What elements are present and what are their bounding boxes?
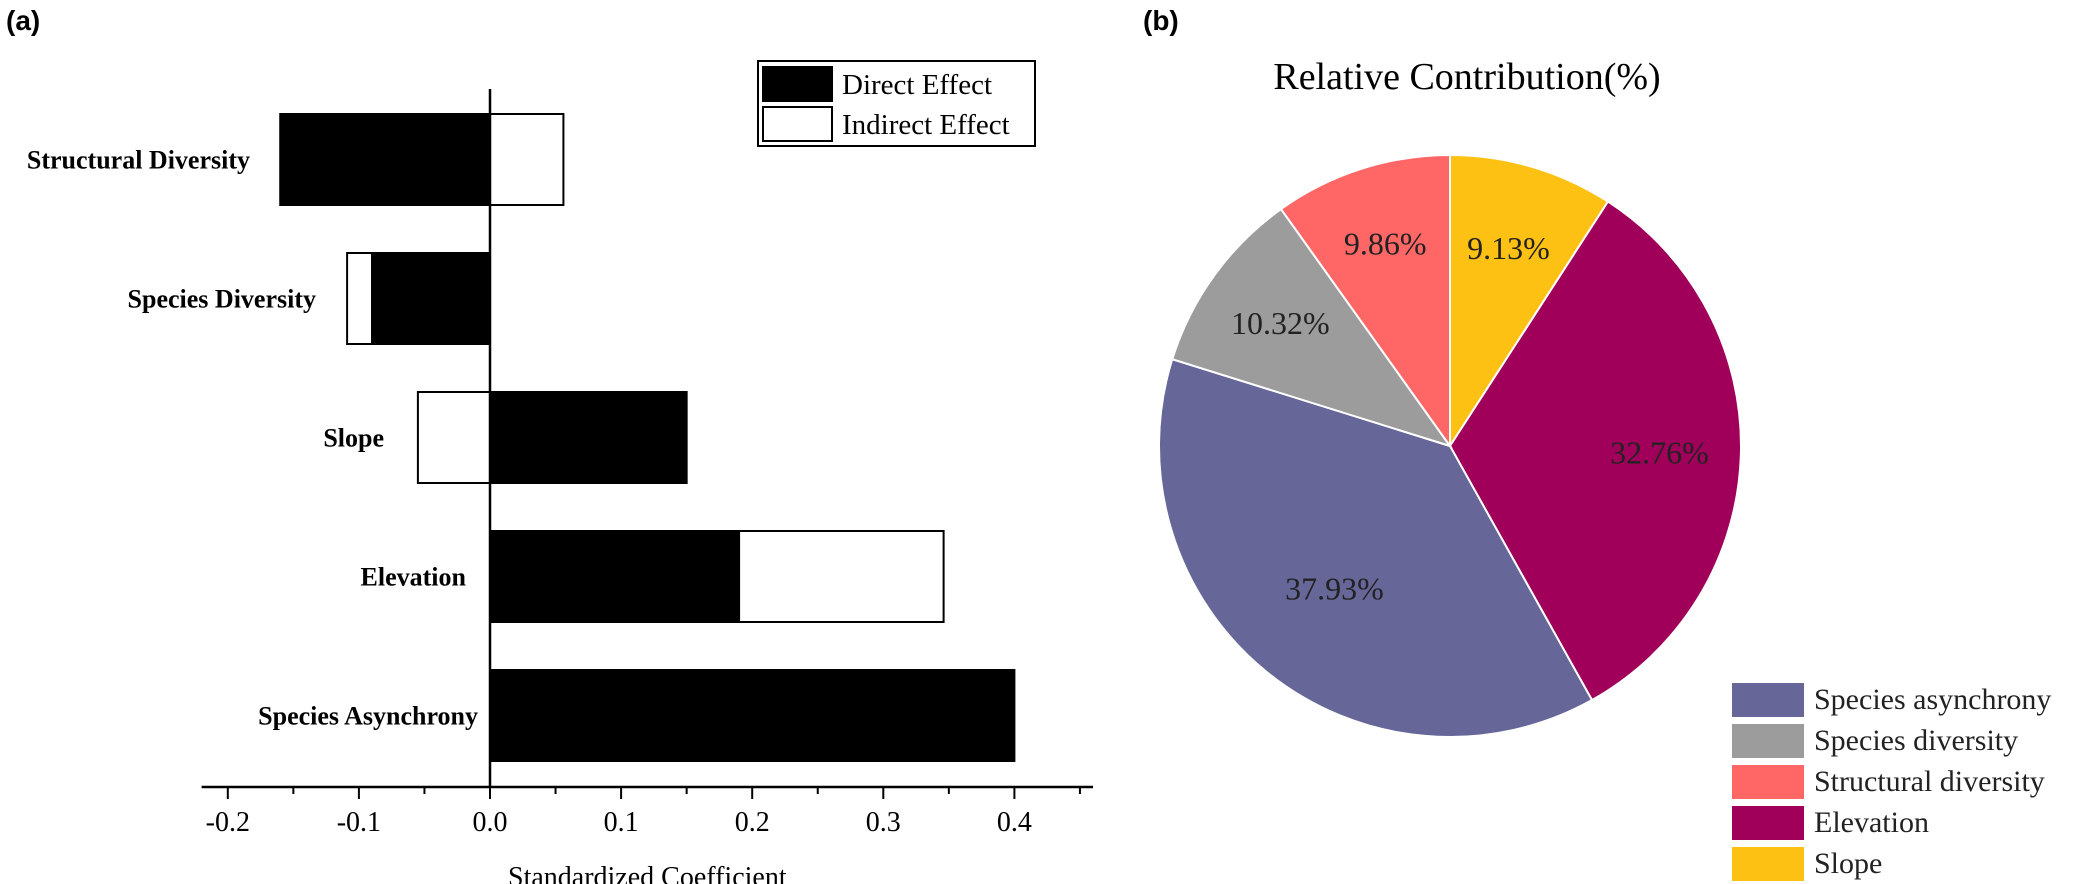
pie-legend: Species asynchrony Species diversity Struc… — [1732, 683, 2051, 881]
legend-swatch-direct — [762, 66, 833, 102]
pie-legend-label-species-diversity: Species diversity — [1814, 724, 2018, 757]
x-tick-label: 0.0 — [473, 807, 508, 838]
x-tick-label: -0.1 — [337, 807, 381, 838]
bar-direct-structural-diversity — [279, 113, 491, 206]
x-axis: -0.2 -0.1 0.0 0.1 0.2 0.3 0.4 — [201, 785, 1094, 838]
bar-indirect-species-diversity — [346, 252, 374, 345]
x-tick-label: 0.2 — [735, 807, 770, 838]
legend-swatch-indirect — [762, 106, 833, 142]
x-tick-label: -0.2 — [206, 807, 250, 838]
x-tick-label: 0.1 — [604, 807, 639, 838]
bar-direct-species-asynchrony — [489, 669, 1016, 762]
pie-label-species-diversity: 10.32% — [1231, 305, 1330, 341]
pie-label-structural-diversity: 9.86% — [1344, 226, 1427, 262]
pie-title: Relative Contribution(%) — [1273, 56, 1660, 98]
x-axis-title: Standardized Coefficient — [508, 862, 787, 884]
panel-label-a: (a) — [6, 5, 40, 36]
category-label-structural-diversity: Structural Diversity — [27, 146, 250, 175]
bar-legend: Direct Effect Indirect Effect — [757, 60, 1036, 147]
pie-legend-swatch-structural-diversity — [1732, 765, 1804, 799]
bar-indirect-structural-diversity — [489, 113, 565, 206]
pie-chart: Relative Contribution(%) 9.13% 32.76% 37.9… — [1158, 56, 2051, 881]
category-label-species-asynchrony: Species Asynchrony — [258, 702, 478, 731]
pie-legend-label-slope: Slope — [1814, 847, 1882, 880]
pie-legend-label-elevation: Elevation — [1814, 806, 1929, 839]
pie-slices — [1158, 153, 1742, 738]
bar-direct-species-diversity — [371, 252, 492, 345]
pie-legend-swatch-species-diversity — [1732, 724, 1804, 758]
bar-direct-elevation — [489, 530, 741, 623]
pie-slice-species-diversity — [1170, 207, 1453, 448]
x-tick-label: 0.4 — [997, 807, 1032, 838]
pie-slice-structural-diversity — [1279, 153, 1451, 450]
bar-series-group — [279, 113, 1016, 762]
pie-slice-slope — [1449, 153, 1610, 450]
category-label-slope: Slope — [323, 424, 384, 453]
x-tick-label: 0.3 — [866, 807, 901, 838]
pie-label-elevation: 32.76% — [1610, 435, 1709, 471]
category-labels: Structural Diversity Species Diversity Slo… — [27, 146, 478, 731]
category-label-elevation: Elevation — [361, 563, 467, 592]
pie-legend-label-species-asynchrony: Species asynchrony — [1814, 683, 2051, 716]
panel-label-b: (b) — [1143, 5, 1179, 36]
bar-chart: Structural Diversity Species Diversity Slo… — [27, 60, 1094, 884]
pie-label-species-asynchrony: 37.93% — [1285, 570, 1384, 606]
bar-direct-slope — [489, 391, 688, 484]
pie-data-labels: 9.13% 32.76% 37.93% 10.32% 9.86% — [1231, 226, 1709, 607]
bar-indirect-slope — [416, 391, 491, 484]
legend-label-indirect: Indirect Effect — [842, 109, 1010, 141]
pie-legend-swatch-slope — [1732, 847, 1804, 881]
pie-slice-species-asynchrony — [1158, 357, 1594, 738]
pie-legend-label-structural-diversity: Structural diversity — [1814, 765, 2045, 798]
pie-legend-swatch-elevation — [1732, 806, 1804, 840]
bar-indirect-elevation — [738, 530, 945, 623]
pie-label-slope: 9.13% — [1467, 230, 1550, 266]
pie-legend-swatch-species-asynchrony — [1732, 683, 1804, 717]
category-label-species-diversity: Species Diversity — [128, 285, 316, 314]
legend-label-direct: Direct Effect — [842, 69, 992, 101]
